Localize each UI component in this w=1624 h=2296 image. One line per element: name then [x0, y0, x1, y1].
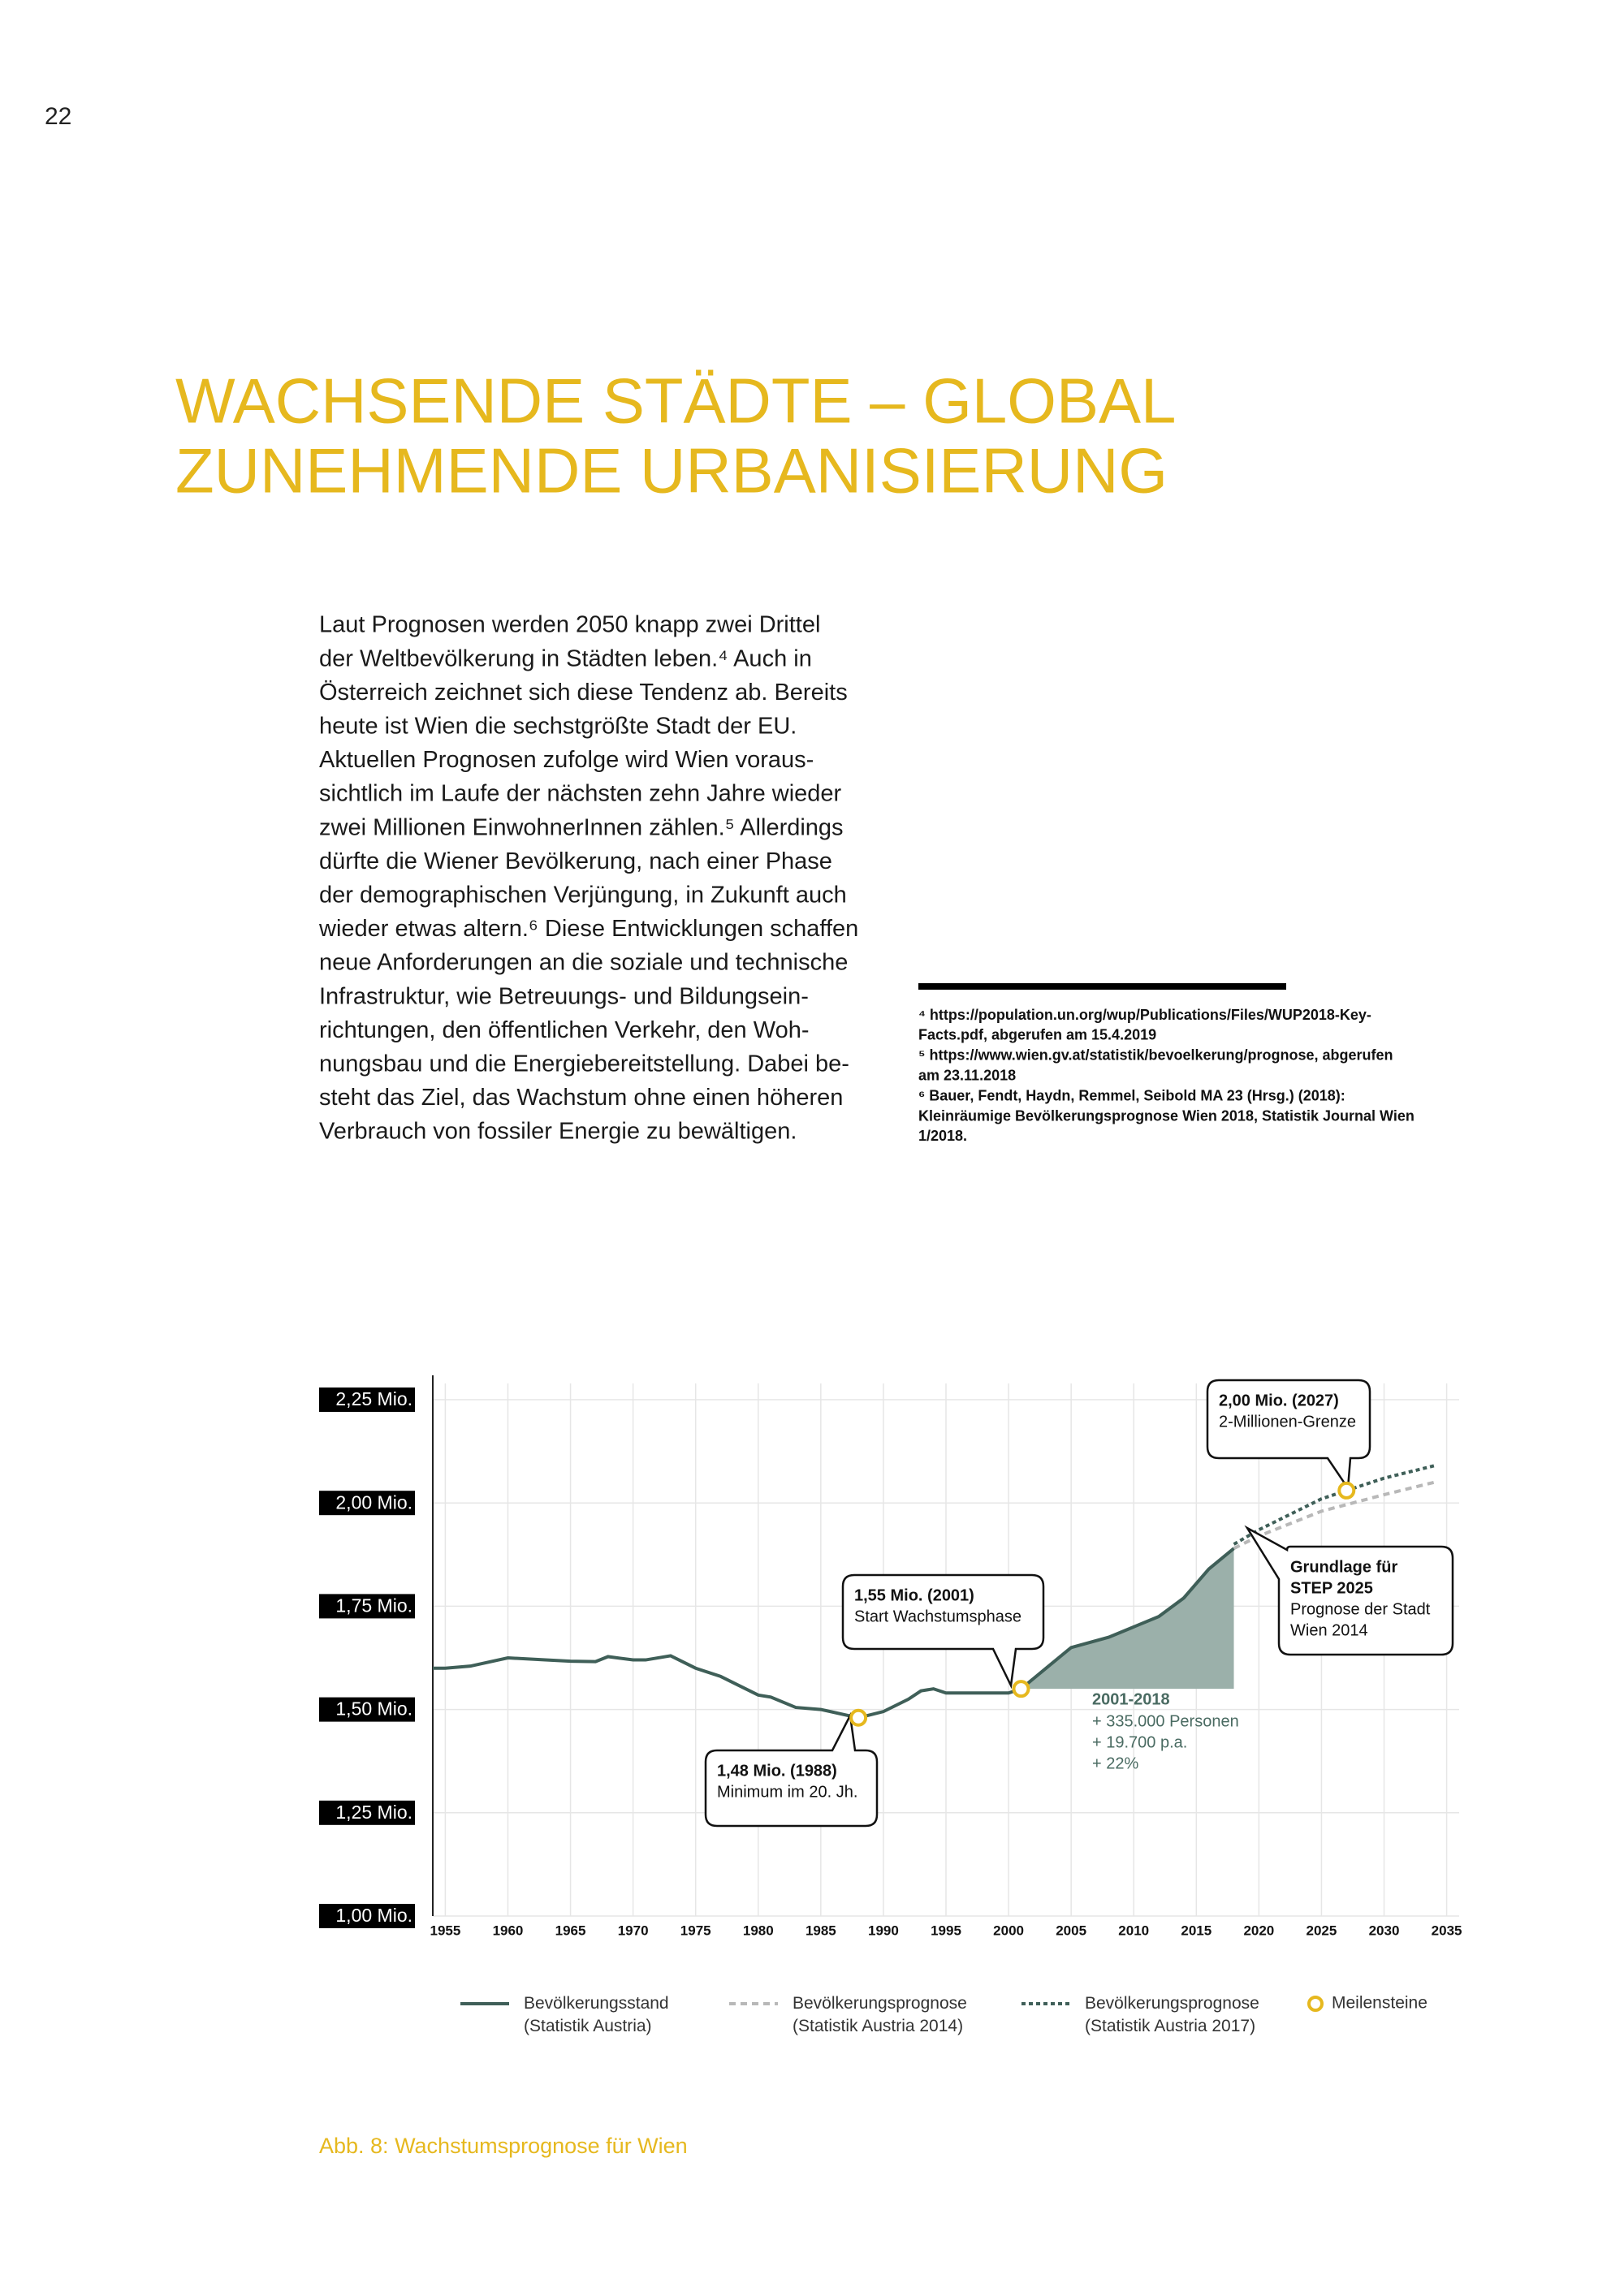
title-line: WACHSENDE STÄDTE – GLOBAL	[175, 365, 1176, 437]
callout-text: Prognose der Stadt	[1290, 1600, 1431, 1618]
x-tick-label: 2015	[1181, 1923, 1212, 1938]
x-tick-label: 2025	[1307, 1923, 1337, 1938]
title-line: ZUNEHMENDE URBANISIERUNG	[175, 435, 1168, 507]
x-tick-label: 1985	[806, 1923, 836, 1938]
y-tick-box	[319, 1904, 415, 1928]
page-number: 22	[45, 103, 71, 130]
x-tick-label: 1980	[743, 1923, 774, 1938]
y-tick-label: 1,75 Mio.	[335, 1595, 412, 1616]
series-line	[1233, 1480, 1435, 1550]
legend-label: Bevölkerungsprognose (Statistik Austria 2…	[793, 1994, 967, 2035]
callout-box	[704, 1711, 879, 1828]
body-text: Laut Prognosen werden 2050 knapp zwei Dr…	[318, 612, 858, 1145]
body-line: der demographischen Verjüngung, in Zukun…	[319, 882, 847, 908]
y-tick-label: 1,25 Mio.	[335, 1802, 412, 1823]
highlight-label: 2001-2018	[1092, 1690, 1170, 1708]
footnote-line: am 23.11.2018	[918, 1067, 1016, 1083]
x-tick-label: 1955	[430, 1923, 461, 1938]
callout-text: 1,55 Mio. (2001)	[854, 1586, 974, 1604]
body-line: Laut Prognosen werden 2050 knapp zwei Dr…	[319, 612, 820, 638]
callout-text: 2,00 Mio. (2027)	[1219, 1392, 1339, 1409]
body-line: Infrastruktur, wie Betreuungs- und Bildu…	[319, 983, 809, 1009]
milestone	[1337, 1481, 1356, 1500]
legend-label: Bevölkerungsstand (Statistik Austria)	[524, 1994, 669, 2035]
y-tick-label: 2,25 Mio.	[335, 1388, 412, 1409]
x-tick-label: 1970	[618, 1923, 649, 1938]
footnote-line: ⁶ Bauer, Fendt, Haydn, Remmel, Seibold M…	[918, 1087, 1345, 1103]
body-line: neue Anforderungen an die soziale und te…	[319, 950, 848, 976]
series-line	[433, 1547, 1235, 1720]
x-tick-label: 1975	[680, 1923, 711, 1938]
y-tick-box	[319, 1697, 415, 1722]
x-tick-label: 1965	[555, 1923, 586, 1938]
x-tick-label: 2000	[993, 1923, 1024, 1938]
caption: Abb. 8: Wachstumsprognose für Wien	[319, 2134, 688, 2158]
callout-box	[1244, 1525, 1454, 1656]
x-tick-label: 2005	[1056, 1923, 1086, 1938]
body-line: richtungen, den öffentlichen Verkehr, de…	[319, 1017, 810, 1043]
x-tick-label: 1995	[931, 1923, 961, 1938]
callout-text: STEP 2025	[1290, 1579, 1373, 1597]
highlight-note: + 19.700 p.a.	[1092, 1733, 1187, 1751]
callout-box	[1206, 1379, 1371, 1491]
y-tick-label: 1,00 Mio.	[335, 1905, 412, 1926]
body-line: Verbrauch von fossiler Energie zu bewält…	[319, 1119, 797, 1145]
body-line: zwei Millionen EinwohnerInnen zählen.⁵ A…	[319, 814, 844, 840]
footnote-line: 1/2018.	[918, 1128, 967, 1144]
footnote-line: Facts.pdf, abgerufen am 15.4.2019	[918, 1027, 1156, 1043]
body-line: sichtlich im Laufe der nächsten zehn Jah…	[319, 781, 842, 807]
callout-text: Start Wachstumsphase	[854, 1608, 1021, 1625]
callout-text: Minimum im 20. Jh.	[717, 1783, 857, 1801]
x-tick-label: 1960	[493, 1923, 524, 1938]
callout-text: Wien 2014	[1290, 1621, 1368, 1639]
x-tick-label: 2035	[1432, 1923, 1462, 1938]
y-tick-box	[319, 1491, 415, 1516]
body-line: Aktuellen Prognosen zufolge wird Wien vo…	[319, 747, 814, 773]
highlight-note: + 22%	[1092, 1754, 1138, 1772]
legend-label: Bevölkerungsprognose (Statistik Austria 2…	[1085, 1994, 1259, 2035]
callout-text: 1,48 Mio. (1988)	[717, 1762, 837, 1780]
callout-text: 2-Millionen-Grenze	[1219, 1413, 1356, 1431]
y-tick-box	[319, 1594, 415, 1619]
footnote-rule	[918, 983, 1286, 990]
body-line: steht das Ziel, das Wachstum ohne einen …	[319, 1085, 843, 1111]
footnote-line: Kleinräumige Bevölkerungsprognose Wien 2…	[918, 1107, 1415, 1124]
body-line: nungsbau und die Energiebereitstellung. …	[319, 1051, 849, 1077]
body-line: heute ist Wien die sechstgrößte Stadt de…	[319, 713, 797, 739]
legend-label: Meilensteine	[1332, 1994, 1427, 2013]
footnote-line: ⁵ https://www.wien.gv.at/statistik/bevoe…	[918, 1047, 1393, 1064]
y-tick-label: 2,00 Mio.	[335, 1491, 412, 1513]
chart: 1955 1960 1965 1970 1975 1980 1985 1990 1995 2000…	[319, 1375, 1462, 2035]
footnotes: ⁴ https://population.un.org/wup/Publicat…	[918, 1007, 1415, 1144]
x-tick-label: 1990	[868, 1923, 899, 1938]
milestone	[849, 1708, 868, 1727]
highlight-area	[1021, 1548, 1234, 1690]
body-line: dürfte die Wiener Bevölkerung, nach eine…	[319, 848, 832, 874]
callout-box	[841, 1573, 1045, 1690]
x-tick-label: 2010	[1118, 1923, 1149, 1938]
footnote-line: ⁴ https://population.un.org/wup/Publicat…	[918, 1007, 1371, 1023]
x-tick-label: 2020	[1243, 1923, 1274, 1938]
body-line: Österreich zeichnet sich diese Tendenz a…	[319, 680, 848, 706]
legend-marker	[1307, 1996, 1324, 2012]
y-tick-box	[319, 1388, 415, 1412]
highlight-note: + 335.000 Personen	[1092, 1712, 1239, 1730]
y-tick-box	[319, 1800, 415, 1825]
body-line: wieder etwas altern.⁶ Diese Entwicklunge…	[318, 916, 858, 942]
milestone	[1012, 1680, 1030, 1698]
body-line: der Weltbevölkerung in Städten leben.⁴ A…	[319, 645, 812, 671]
y-tick-label: 1,50 Mio.	[335, 1698, 412, 1720]
x-tick-label: 2030	[1369, 1923, 1400, 1938]
callout-text: Grundlage für	[1290, 1558, 1397, 1576]
